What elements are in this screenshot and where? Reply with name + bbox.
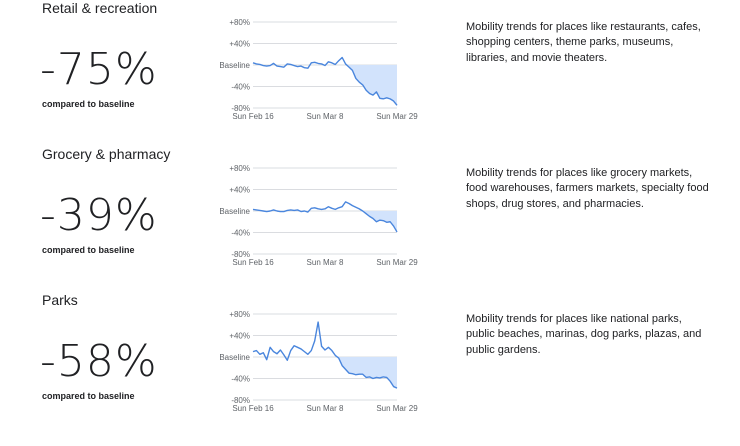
x-tick-label: Sun Mar 29 bbox=[376, 404, 418, 413]
category-title: Retail & recreation bbox=[42, 0, 158, 16]
compared-label: compared to baseline bbox=[42, 99, 135, 109]
below-baseline-area bbox=[345, 63, 397, 106]
y-tick-label: -40% bbox=[231, 83, 250, 92]
category-description: Mobility trends for places like grocery … bbox=[466, 167, 709, 210]
y-tick-label: -80% bbox=[231, 250, 250, 259]
y-tick-label: -40% bbox=[231, 229, 250, 238]
category-section-retail: Retail & recreation -75% compared to bas… bbox=[0, 0, 740, 154]
y-tick-label: +40% bbox=[229, 186, 250, 195]
category-description: Mobility trends for places like restaura… bbox=[466, 21, 701, 64]
percent-change: -39% bbox=[40, 190, 158, 241]
compared-label: compared to baseline bbox=[42, 391, 135, 401]
trend-line bbox=[252, 321, 398, 389]
trend-chart-retail: +80% +40% Baseline -40% -80%Sun Feb 16 Sun Ma… bbox=[219, 18, 418, 121]
trend-chart-grocery: +80% +40% Baseline -40% -80%Sun Feb 16 Sun Ma… bbox=[219, 164, 418, 267]
x-tick-label: Sun Mar 8 bbox=[307, 404, 344, 413]
y-tick-label: +80% bbox=[229, 18, 250, 27]
y-tick-label: -80% bbox=[231, 104, 250, 113]
below-baseline-area bbox=[362, 211, 397, 232]
y-tick-label: +80% bbox=[229, 164, 250, 173]
x-tick-label: Sun Mar 29 bbox=[376, 258, 418, 267]
y-tick-label: -40% bbox=[231, 375, 250, 384]
category-section-parks: Parks -58% compared to baseline +80% +40%… bbox=[0, 292, 740, 446]
y-tick-label: +40% bbox=[229, 332, 250, 341]
trend-line bbox=[252, 56, 398, 106]
y-tick-label: +40% bbox=[229, 40, 250, 49]
x-tick-label: Sun Mar 29 bbox=[376, 112, 418, 121]
x-tick-label: Sun Feb 16 bbox=[232, 112, 274, 121]
category-title: Grocery & pharmacy bbox=[42, 146, 171, 162]
compared-label: compared to baseline bbox=[42, 245, 135, 255]
y-tick-label: Baseline bbox=[219, 207, 250, 216]
y-tick-label: Baseline bbox=[219, 61, 250, 70]
below-baseline-area bbox=[335, 355, 397, 389]
category-section-grocery: Grocery & pharmacy -39% compared to base… bbox=[0, 146, 740, 300]
category-title: Parks bbox=[42, 292, 78, 308]
percent-change: -58% bbox=[40, 336, 158, 387]
percent-change: -75% bbox=[40, 44, 158, 95]
x-tick-label: Sun Mar 8 bbox=[307, 258, 344, 267]
trend-chart-parks: +80% +40% Baseline -40% -80%Sun Feb 16 Sun Ma… bbox=[219, 310, 418, 413]
x-tick-label: Sun Feb 16 bbox=[232, 404, 274, 413]
category-description: Mobility trends for places like national… bbox=[466, 313, 702, 356]
y-tick-label: -80% bbox=[231, 396, 250, 405]
x-tick-label: Sun Feb 16 bbox=[232, 258, 274, 267]
y-tick-label: +80% bbox=[229, 310, 250, 319]
y-tick-label: Baseline bbox=[219, 353, 250, 362]
trend-line bbox=[252, 201, 398, 233]
x-tick-label: Sun Mar 8 bbox=[307, 112, 344, 121]
